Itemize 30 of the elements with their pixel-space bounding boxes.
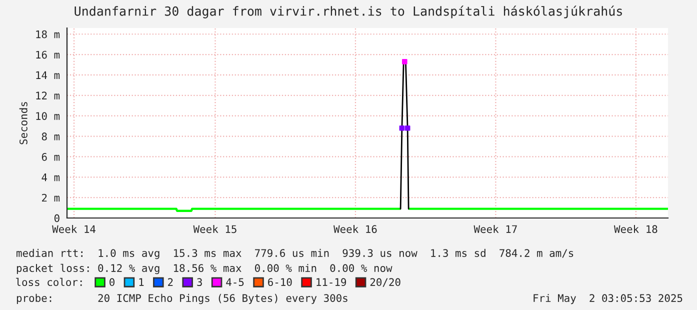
legend-label: 11-19 [316, 278, 346, 286]
y-tick-label: 10 m [36, 112, 60, 120]
y-tick-label: 0 [54, 214, 60, 222]
y-tick-label: 6 m [42, 152, 60, 161]
x-tick-label: Week 18 [614, 225, 658, 234]
legend-title: loss color: [16, 278, 82, 286]
legend-label: 20/20 [370, 278, 400, 287]
y-tick-label: 2 m [42, 194, 60, 202]
legend-label: 6-10 [268, 278, 292, 286]
chart-title: Undanfarnir 30 dagar from virvir.rhnet.is to Landspítali háskólasjúkrahús [74, 6, 622, 18]
legend-label: 4-5 [226, 278, 244, 286]
y-tick-label: 16 m [36, 50, 60, 59]
y-tick-label: 4 m [42, 174, 60, 182]
y-tick-label: 12 m [36, 92, 60, 100]
text: packet loss: 0.12 % avg 18.56 % max 0.00 % min 0.00 % now [16, 264, 392, 274]
x-tick-label: Week 15 [193, 225, 236, 234]
legend-label: 2 [168, 278, 173, 286]
y-tick-label: 14 m [36, 71, 60, 79]
x-tick-label: Week 14 [52, 225, 96, 234]
legend-label: 1 [139, 278, 144, 286]
x-tick-label: Week 17 [474, 225, 517, 234]
y-tick-label: 18 m [36, 30, 60, 38]
y-tick-label: 8 m [42, 132, 60, 140]
legend-label: 3 [197, 278, 202, 286]
y-axis-title: Seconds [19, 102, 28, 144]
text: Fri May 2 03:05:53 2025 [534, 294, 682, 304]
legend-label: 0 [110, 278, 114, 286]
text: median rtt: 1.0 ms avg 15.3 ms max 779.6 us min 939.3 us now 1.3 ms sd 784.2 m am/s [16, 248, 574, 260]
text: probe: 20 ICMP Echo Pings (56 Bytes) every 300s [16, 294, 348, 304]
x-tick-label: Week 16 [334, 225, 377, 234]
